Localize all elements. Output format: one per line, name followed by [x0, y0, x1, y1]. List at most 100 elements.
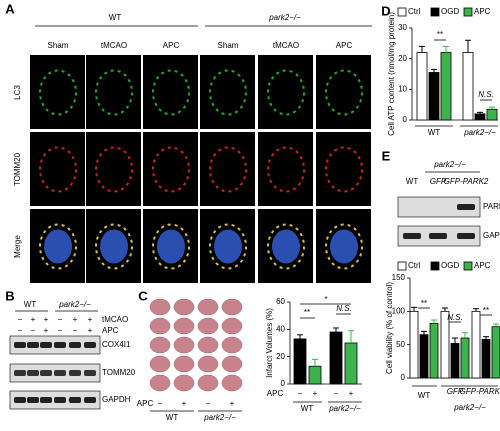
y-tick-label: 30 — [398, 23, 407, 32]
bar — [429, 322, 439, 379]
label: N.S. — [336, 304, 352, 313]
label: WT — [418, 391, 431, 400]
legend-swatch — [430, 7, 440, 17]
bar — [344, 342, 358, 385]
y-tick-label: 0 — [281, 379, 286, 388]
bar — [416, 52, 428, 121]
label: C — [138, 288, 148, 303]
band — [457, 204, 475, 210]
label: LC3 — [13, 85, 22, 100]
bar — [440, 52, 452, 121]
y-tick-label: 0 — [401, 373, 406, 382]
y-tick-label: 150 — [392, 273, 406, 282]
label: TOMM20 — [13, 152, 22, 186]
y-tick-label: 40 — [276, 324, 285, 333]
cell-signal — [209, 146, 247, 193]
bar — [462, 52, 474, 121]
band — [429, 204, 447, 210]
label: − — [334, 389, 339, 398]
legend-label: OGD — [441, 261, 459, 270]
micrograph — [258, 55, 313, 129]
label: Sham — [218, 41, 239, 50]
label: GAPDH — [102, 395, 131, 404]
label: Sham — [48, 41, 69, 50]
label: APC — [336, 41, 353, 50]
micrograph — [316, 132, 371, 206]
y-tick-label: 0 — [403, 115, 408, 124]
error-bar — [473, 308, 479, 312]
brain-slice — [149, 355, 171, 373]
micrograph — [30, 55, 85, 129]
label: − — [158, 399, 163, 408]
bar — [481, 338, 491, 379]
label: + — [88, 315, 93, 324]
brain-slice — [173, 374, 195, 392]
label: − — [58, 315, 63, 324]
brain-slice — [221, 336, 243, 354]
bar — [450, 342, 460, 379]
cell-signal — [325, 146, 363, 193]
label: − — [58, 326, 63, 335]
label: − — [298, 389, 303, 398]
label: APC — [267, 389, 284, 398]
cell-signal — [95, 223, 133, 270]
error-bar — [462, 332, 468, 338]
legend-swatch — [397, 7, 407, 17]
bar — [428, 72, 440, 121]
band — [84, 397, 96, 403]
band — [40, 370, 52, 376]
label: APC — [163, 41, 180, 50]
label: + — [44, 326, 49, 335]
cell-signal — [152, 146, 190, 193]
label: WT — [109, 13, 122, 22]
error-bar — [452, 337, 458, 344]
label: + — [230, 399, 235, 408]
label: + — [73, 315, 78, 324]
label: WT — [301, 404, 314, 413]
band — [54, 342, 66, 348]
label: GFP-PARK2 — [460, 387, 500, 396]
label: PARK2 — [483, 202, 500, 211]
brain-slice — [197, 317, 219, 335]
label: N.S. — [478, 90, 494, 99]
label: ** — [304, 308, 310, 317]
cell-signal — [267, 146, 305, 193]
error-bar — [489, 106, 495, 110]
brain-slice — [173, 317, 195, 335]
label: GFP — [447, 387, 464, 396]
band — [40, 342, 52, 348]
label: * — [324, 295, 327, 304]
brain-slice — [149, 298, 171, 316]
band — [429, 233, 447, 239]
y-tick-label: 50 — [396, 340, 405, 349]
brain-slice — [221, 317, 243, 335]
nucleus — [214, 229, 242, 264]
micrograph — [30, 132, 85, 206]
brain-slice — [197, 355, 219, 373]
legend-label: Ctrl — [408, 7, 421, 16]
cell-signal — [267, 223, 305, 270]
cell-signal — [39, 146, 77, 193]
cell-signal — [152, 223, 190, 270]
nucleus — [272, 229, 300, 264]
error-bar — [431, 319, 437, 324]
band — [69, 397, 81, 403]
label: GFP-PARK2 — [444, 177, 489, 186]
label: B — [5, 288, 14, 303]
cell-signal — [325, 223, 363, 270]
label: − — [31, 326, 36, 335]
error-bar — [419, 45, 425, 53]
label: TOMM20 — [102, 368, 136, 377]
band — [54, 397, 66, 403]
label: + — [313, 389, 318, 398]
band — [69, 342, 81, 348]
band — [457, 233, 475, 239]
legend-label: OGD — [441, 7, 459, 16]
label: D — [381, 3, 390, 18]
brain-slice — [221, 355, 243, 373]
cell-signal — [39, 69, 77, 116]
label: park2−/− — [328, 404, 361, 413]
label: + — [88, 326, 93, 335]
error-bar — [477, 111, 483, 114]
legend-swatch — [397, 261, 407, 271]
